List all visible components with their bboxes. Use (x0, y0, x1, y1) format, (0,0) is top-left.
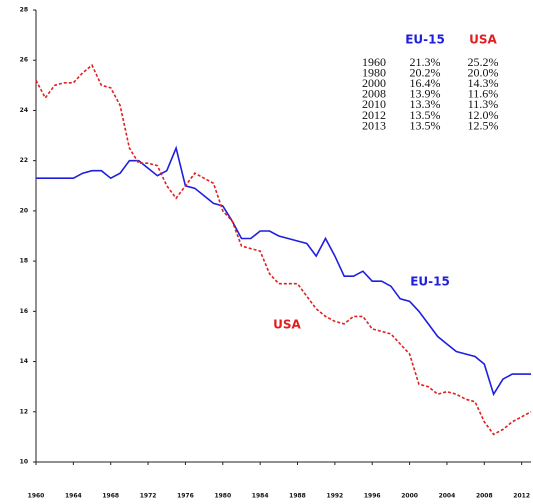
y-tick-label: 22 (20, 157, 28, 164)
y-tick-label: 26 (20, 57, 28, 64)
x-tick-label: 1976 (177, 493, 194, 500)
x-tick-label: 1960 (28, 493, 45, 500)
x-tick-label: 1984 (252, 493, 269, 500)
table-cell: 16.4% (410, 76, 441, 90)
table-cell: 14.3% (468, 76, 499, 90)
table-cell: 11.6% (468, 87, 499, 101)
table-cell: 13.3% (410, 97, 441, 111)
table-cell: 13.5% (410, 118, 441, 132)
y-tick-label: 10 (20, 459, 28, 466)
x-tick-label: 2004 (439, 493, 456, 500)
table-cell: 2013 (362, 118, 386, 132)
y-tick-label: 18 (20, 258, 28, 265)
table-cell: 20.2% (410, 65, 441, 79)
x-tick-label: 1972 (140, 493, 157, 500)
x-tick-label: 2000 (401, 493, 418, 500)
y-tick-label: 20 (20, 207, 28, 214)
table-cell: 2008 (362, 87, 386, 101)
x-tick-label: 1968 (102, 493, 119, 500)
y-tick-label: 12 (20, 408, 28, 415)
y-tick-label: 28 (20, 7, 28, 14)
table-cell: 13.5% (410, 108, 441, 122)
table-cell: 2000 (362, 76, 386, 90)
line-series (35, 63, 532, 436)
table-cell: 11.3% (468, 97, 499, 111)
table-header: EU-15 (405, 33, 445, 47)
y-tick-label: 14 (20, 358, 28, 365)
table-cell: 2010 (362, 97, 386, 111)
x-tick-label: 1988 (289, 493, 306, 500)
x-tick-label: 1980 (214, 493, 231, 500)
y-tick-label: 16 (20, 308, 28, 315)
table-cell: 1960 (362, 55, 386, 69)
table-cell: 13.9% (410, 87, 441, 101)
table-cell: 1980 (362, 65, 386, 79)
table-cell: 12.5% (468, 118, 499, 132)
table-cell: 25.2% (468, 55, 499, 69)
x-tick-label: 1992 (327, 493, 344, 500)
table-cell: 20.0% (468, 65, 499, 79)
series-label: USA (273, 318, 301, 332)
table-header: USA (469, 33, 497, 47)
line-series (36, 145, 531, 397)
x-tick-label: 2012 (513, 493, 530, 500)
series-label: EU-15 (410, 275, 450, 289)
x-tick-label: 1996 (364, 493, 381, 500)
x-tick-label: 1964 (65, 493, 82, 500)
table-cell: 12.0% (468, 108, 499, 122)
y-tick-label: 24 (20, 107, 28, 114)
table-cell: 2012 (362, 108, 386, 122)
table-cell: 21.3% (410, 55, 441, 69)
x-tick-label: 2008 (476, 493, 493, 500)
